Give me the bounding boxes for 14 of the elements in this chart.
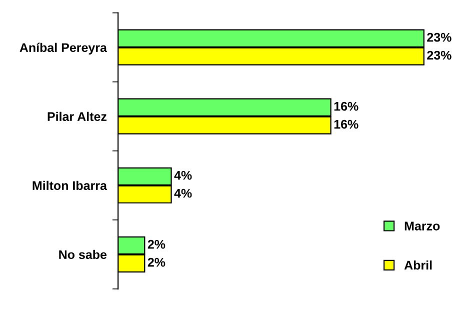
data-label: 2% xyxy=(148,240,166,249)
data-label: 16% xyxy=(334,120,358,129)
data-label: 23% xyxy=(427,50,452,60)
y-tick-label: Pilar Altez xyxy=(48,112,107,122)
data-label: 4% xyxy=(174,170,192,180)
data-label: 16% xyxy=(334,102,358,111)
y-tick-label: Milton Ibarra xyxy=(32,180,108,190)
y-tick-label: No sabe xyxy=(59,250,107,260)
data-label: 2% xyxy=(148,258,166,267)
legend-label: Abril xyxy=(404,260,432,270)
legend-label: Marzo xyxy=(404,222,440,230)
data-label: 23% xyxy=(427,32,452,42)
y-tick-label: Aníbal Pereyra xyxy=(20,42,108,55)
data-label: 4% xyxy=(174,188,192,198)
